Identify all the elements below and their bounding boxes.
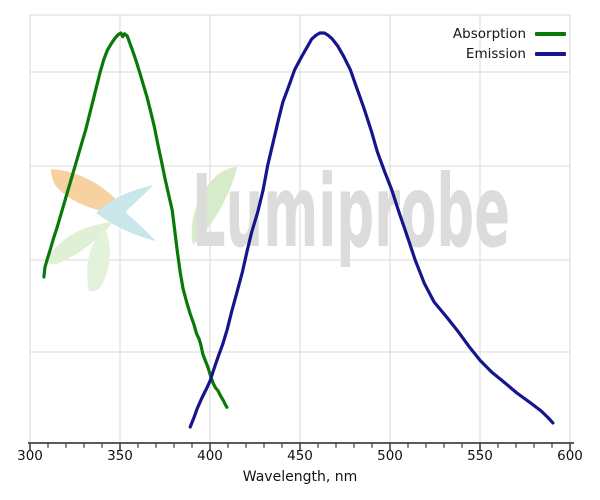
- legend-label-emission: Emission: [465, 46, 526, 62]
- x-tick-label: 400: [197, 448, 223, 464]
- legend-swatch-emission: [535, 52, 566, 56]
- legend-swatch-absorption: [535, 32, 566, 36]
- watermark-blade-cyan-chevron: [96, 185, 156, 241]
- x-tick-label: 600: [557, 448, 583, 464]
- watermark-blade-green-sw: [46, 222, 113, 265]
- x-tick-label: 450: [287, 448, 313, 464]
- x-tick-label: 350: [107, 448, 133, 464]
- x-tick-label: 500: [377, 448, 403, 464]
- x-axis-label: Wavelength, nm: [242, 469, 358, 485]
- x-axis: [28, 442, 574, 451]
- emission-curve: [188, 31, 555, 429]
- curves-layer: [42, 31, 555, 429]
- legend-label-absorption: Absorption: [452, 26, 526, 42]
- watermark-blade-green-ne: [191, 167, 237, 245]
- watermark-text: Lumiprobe: [192, 153, 510, 270]
- legend-item-emission: Emission: [453, 44, 566, 64]
- x-tick-label: 550: [467, 448, 493, 464]
- x-tick-label: 300: [17, 448, 43, 464]
- legend: Absorption Emission: [453, 24, 566, 64]
- grid-layer: [29, 14, 571, 443]
- absorption-curve: [42, 31, 229, 409]
- legend-item-absorption: Absorption: [453, 24, 566, 44]
- watermark-logo: Lumiprobe: [46, 153, 510, 292]
- watermark-blade-green-s: [87, 228, 110, 292]
